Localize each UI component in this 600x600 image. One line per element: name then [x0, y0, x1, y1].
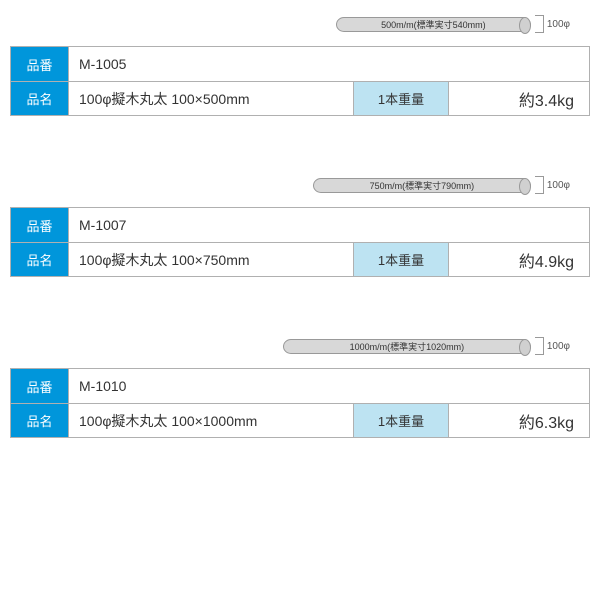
part-name-row: 品名 100φ擬木丸太 100×500mm 1本重量 約3.4kg	[11, 81, 589, 115]
part-number-value: M-1005	[69, 47, 589, 81]
product-block: 500m/m(標準実寸540mm) 100φ 品番 M-1005 品名 100φ…	[10, 10, 590, 116]
part-number-value: M-1010	[69, 369, 589, 403]
diagram-text: 1000m/m(標準実寸1020mm)	[350, 340, 465, 353]
spec-table: 品番 M-1005 品名 100φ擬木丸太 100×500mm 1本重量 約3.…	[10, 46, 590, 116]
part-number-value: M-1007	[69, 208, 589, 242]
part-name-row: 品名 100φ擬木丸太 100×1000mm 1本重量 約6.3kg	[11, 403, 589, 437]
cylinder-diagram: 500m/m(標準実寸540mm)	[336, 17, 531, 32]
diagram-row: 500m/m(標準実寸540mm) 100φ	[10, 10, 590, 38]
spec-table: 品番 M-1010 品名 100φ擬木丸太 100×1000mm 1本重量 約6…	[10, 368, 590, 438]
weight-label: 1本重量	[354, 404, 449, 437]
product-block: 1000m/m(標準実寸1020mm) 100φ 品番 M-1010 品名 10…	[10, 332, 590, 438]
diameter-label: 100φ	[535, 337, 570, 355]
weight-label: 1本重量	[354, 243, 449, 276]
part-name-label: 品名	[11, 82, 69, 115]
weight-value: 約3.4kg	[449, 82, 589, 115]
diagram-row: 750m/m(標準実寸790mm) 100φ	[10, 171, 590, 199]
part-number-label: 品番	[11, 369, 69, 403]
weight-value: 約6.3kg	[449, 404, 589, 437]
part-number-row: 品番 M-1007	[11, 208, 589, 242]
part-number-label: 品番	[11, 47, 69, 81]
part-number-label: 品番	[11, 208, 69, 242]
cylinder-diagram: 750m/m(標準実寸790mm)	[313, 178, 531, 193]
weight-value: 約4.9kg	[449, 243, 589, 276]
part-name-row: 品名 100φ擬木丸太 100×750mm 1本重量 約4.9kg	[11, 242, 589, 276]
part-number-row: 品番 M-1010	[11, 369, 589, 403]
diagram-text: 750m/m(標準実寸790mm)	[370, 179, 475, 192]
part-name-value: 100φ擬木丸太 100×1000mm	[69, 404, 354, 437]
diameter-label: 100φ	[535, 15, 570, 33]
part-number-row: 品番 M-1005	[11, 47, 589, 81]
part-name-value: 100φ擬木丸太 100×500mm	[69, 82, 354, 115]
diameter-label: 100φ	[535, 176, 570, 194]
part-name-label: 品名	[11, 404, 69, 437]
part-name-label: 品名	[11, 243, 69, 276]
cylinder-diagram: 1000m/m(標準実寸1020mm)	[283, 339, 531, 354]
weight-label: 1本重量	[354, 82, 449, 115]
diagram-row: 1000m/m(標準実寸1020mm) 100φ	[10, 332, 590, 360]
diagram-text: 500m/m(標準実寸540mm)	[381, 18, 486, 31]
product-block: 750m/m(標準実寸790mm) 100φ 品番 M-1007 品名 100φ…	[10, 171, 590, 277]
spec-table: 品番 M-1007 品名 100φ擬木丸太 100×750mm 1本重量 約4.…	[10, 207, 590, 277]
part-name-value: 100φ擬木丸太 100×750mm	[69, 243, 354, 276]
